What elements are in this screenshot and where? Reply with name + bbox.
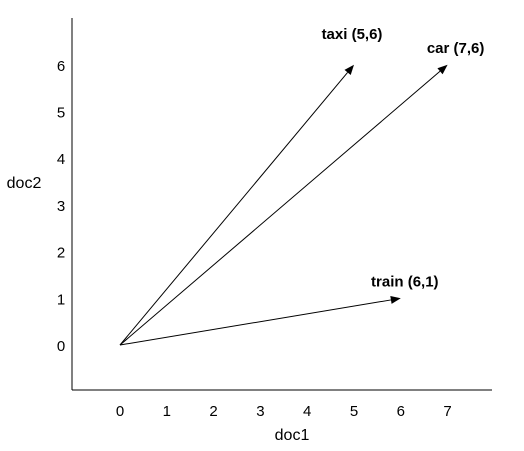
- y-axis-label: doc2: [7, 175, 42, 192]
- vector-2: car (7,6): [119, 40, 485, 346]
- vector-line: [119, 70, 441, 346]
- tick-labels: 0 1 2 3 4 5 6 7 0 1 2 3 4 5 6: [57, 58, 452, 420]
- y-tick-label: 3: [57, 198, 65, 215]
- y-tick-label: 4: [57, 151, 65, 168]
- arrowhead: [390, 296, 401, 304]
- x-tick-label: 2: [209, 403, 217, 420]
- vectors: taxi (5,6) car (7,6) train (6,1): [119, 26, 485, 346]
- vector-line: [119, 72, 348, 346]
- vector-3: train (6,1): [119, 273, 439, 346]
- arrowhead: [437, 64, 448, 75]
- x-tick-label: 4: [303, 403, 311, 420]
- x-tick-label: 5: [350, 403, 358, 420]
- vector-1: taxi (5,6): [119, 26, 383, 346]
- vector-line: [119, 299, 392, 346]
- y-tick-label: 0: [57, 338, 65, 355]
- arrowhead: [344, 64, 354, 75]
- x-axis-label: doc1: [275, 427, 310, 444]
- axes: [71, 18, 492, 391]
- vector-label: car (7,6): [427, 40, 485, 57]
- y-tick-label: 6: [57, 58, 65, 75]
- x-tick-label: 0: [116, 403, 124, 420]
- vector-label: taxi (5,6): [322, 26, 383, 43]
- x-tick-label: 1: [163, 403, 171, 420]
- y-tick-label: 1: [57, 291, 65, 308]
- y-tick-label: 2: [57, 245, 65, 262]
- x-tick-label: 3: [256, 403, 264, 420]
- x-tick-label: 7: [443, 403, 451, 420]
- vector-label: train (6,1): [371, 273, 439, 290]
- y-tick-label: 5: [57, 105, 65, 122]
- x-tick-label: 6: [397, 403, 405, 420]
